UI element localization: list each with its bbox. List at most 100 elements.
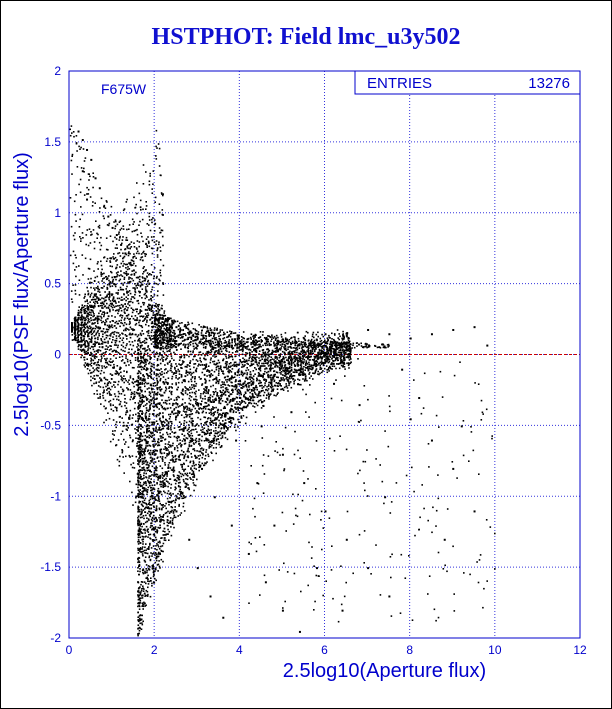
- data-point: [367, 567, 370, 570]
- data-point: [132, 397, 135, 400]
- data-point: [409, 418, 412, 421]
- data-point: [401, 368, 404, 371]
- y-tick-label: -1: [50, 489, 61, 503]
- x-axis-label: 2.5log10(Aperture flux): [283, 660, 486, 682]
- data-point: [175, 510, 178, 513]
- data-point: [324, 510, 327, 513]
- data-point: [196, 337, 199, 340]
- y-tick-label: 0: [54, 348, 61, 362]
- stats-entries-label: ENTRIES: [367, 75, 432, 92]
- data-point: [120, 243, 123, 246]
- data-point: [247, 552, 250, 555]
- data-point: [90, 158, 93, 161]
- x-tick-label: 2: [151, 643, 158, 657]
- data-point: [358, 404, 361, 407]
- data-point: [345, 538, 348, 541]
- data-point: [256, 482, 259, 485]
- data-point: [341, 609, 344, 612]
- data-point: [460, 425, 463, 428]
- chart-title: HSTPHOT: Field lmc_u3y502: [151, 24, 461, 50]
- data-point: [473, 510, 476, 513]
- data-point: [137, 276, 140, 279]
- data-point: [145, 290, 148, 293]
- data-point: [86, 198, 89, 201]
- data-point: [132, 269, 135, 272]
- data-point: [103, 205, 106, 208]
- data-point: [81, 170, 84, 173]
- stats-entries-value: 13276: [528, 75, 570, 92]
- data-point: [107, 215, 110, 218]
- y-axis-label: 2.5log10(PSF flux/Aperture flux): [11, 152, 33, 437]
- data-point: [171, 323, 174, 326]
- data-point: [86, 148, 89, 151]
- data-point: [188, 333, 191, 336]
- data-point: [443, 538, 446, 541]
- dense-point-cloud: [69, 125, 496, 637]
- data-point: [281, 340, 284, 343]
- data-point: [324, 333, 327, 336]
- data-point: [188, 538, 191, 541]
- data-point: [145, 425, 148, 428]
- data-point: [430, 333, 433, 336]
- data-point: [213, 496, 216, 499]
- x-tick-label: 6: [321, 643, 328, 657]
- x-tick-label: 4: [236, 643, 243, 657]
- data-point: [154, 304, 157, 307]
- data-point: [388, 595, 391, 598]
- y-tick-label: 0.5: [44, 277, 61, 291]
- data-point: [452, 467, 455, 470]
- y-tick-label: 2: [54, 64, 61, 78]
- data-point: [273, 524, 276, 527]
- data-point: [333, 382, 336, 385]
- filter-label: F675W: [101, 81, 147, 97]
- y-tick-label: -1.5: [40, 560, 61, 574]
- stats-box: ENTRIES 13276: [354, 70, 581, 95]
- data-point: [158, 309, 161, 312]
- y-tick-label: 1: [54, 206, 61, 220]
- y-tick-label: -0.5: [40, 418, 61, 432]
- data-point: [409, 337, 412, 340]
- x-tick-label: 12: [573, 643, 587, 657]
- data-point: [473, 326, 476, 329]
- data-point: [486, 344, 489, 347]
- data-point: [367, 328, 370, 331]
- data-point: [235, 439, 238, 442]
- data-point: [315, 567, 318, 570]
- data-point: [77, 130, 80, 133]
- data-point: [81, 139, 84, 142]
- data-point: [260, 425, 263, 428]
- data-point: [452, 328, 455, 331]
- data-point: [124, 252, 127, 255]
- x-tick-label: 0: [66, 643, 73, 657]
- data-point: [218, 397, 221, 400]
- x-tick-label: 8: [406, 643, 413, 657]
- data-point: [162, 482, 165, 485]
- data-point: [175, 326, 178, 329]
- data-point: [222, 616, 225, 619]
- data-point: [418, 397, 421, 400]
- data-point: [281, 453, 284, 456]
- data-point: [298, 630, 301, 633]
- data-point: [94, 177, 97, 180]
- data-point: [201, 467, 204, 470]
- data-point: [430, 439, 433, 442]
- data-point: [115, 234, 118, 237]
- data-point: [303, 482, 306, 485]
- data-point: [196, 567, 199, 570]
- data-point: [111, 226, 114, 229]
- data-point: [290, 411, 293, 414]
- data-point: [384, 496, 387, 499]
- data-point: [345, 334, 348, 337]
- data-point: [264, 581, 267, 584]
- y-tick-label: -2: [50, 631, 61, 645]
- data-point: [230, 524, 233, 527]
- data-point: [149, 297, 152, 300]
- x-tick-label: 10: [488, 643, 502, 657]
- plot-area-border: [68, 70, 581, 639]
- x-tick-labels: 0 2 4 6 8 10 12: [66, 643, 587, 657]
- data-point: [98, 187, 101, 190]
- data-point: [281, 609, 284, 612]
- data-point: [252, 341, 255, 344]
- data-point: [209, 595, 212, 598]
